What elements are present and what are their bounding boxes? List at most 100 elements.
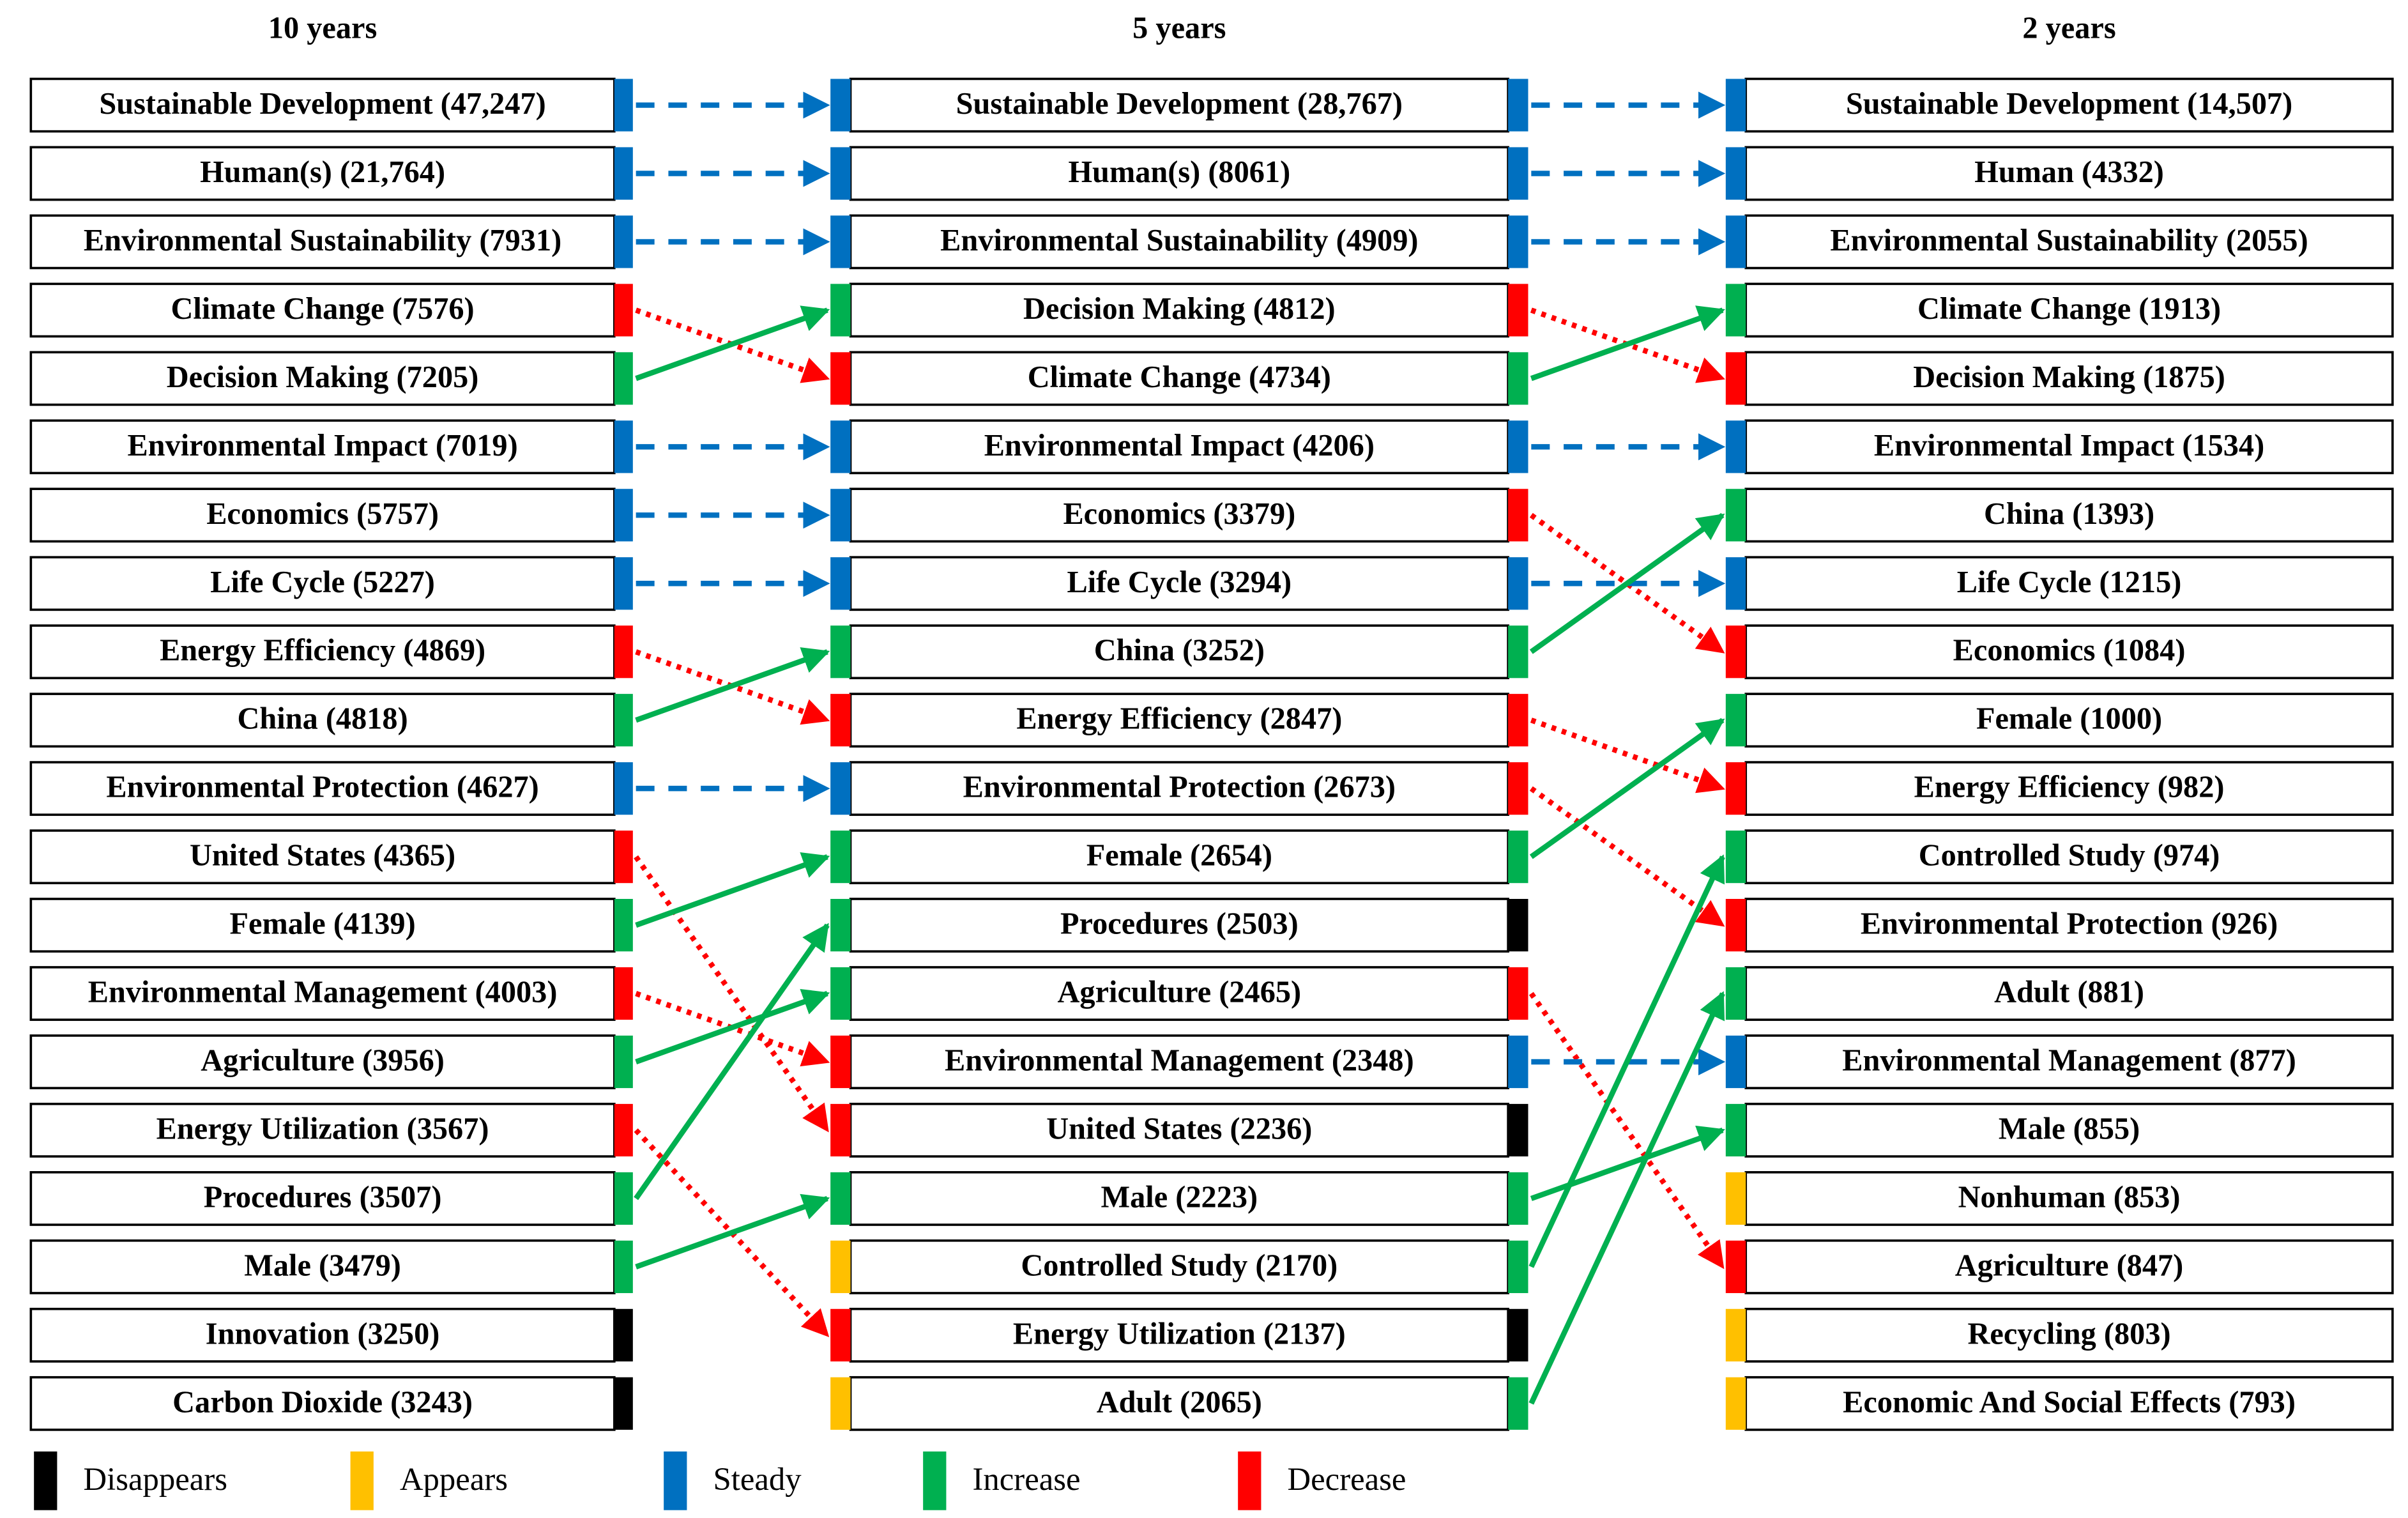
status-marker	[830, 1103, 851, 1157]
status-marker	[1508, 1035, 1528, 1089]
status-marker	[614, 967, 633, 1020]
status-marker	[1725, 284, 1746, 337]
keyword-label: Economic And Social Effects (793)	[1843, 1385, 2296, 1419]
status-marker	[830, 762, 851, 815]
keyword-label: Life Cycle (5227)	[210, 565, 435, 599]
status-marker	[1725, 1103, 1746, 1157]
status-marker	[830, 694, 851, 747]
status-marker	[1725, 557, 1746, 610]
link-arrow	[635, 647, 830, 723]
keyword-box	[849, 146, 1509, 201]
status-marker	[830, 1377, 851, 1430]
keyword-label: Climate Change (1913)	[1917, 292, 2221, 326]
keyword-box	[1744, 1239, 2394, 1294]
status-marker	[614, 1377, 633, 1430]
keyword-box	[849, 761, 1509, 816]
keyword-box	[29, 1376, 616, 1431]
keyword-box	[1744, 146, 2394, 201]
status-marker	[1508, 967, 1528, 1020]
status-marker	[1725, 831, 1746, 884]
status-marker	[1725, 967, 1746, 1020]
keyword-box	[849, 556, 1509, 611]
keyword-box	[29, 898, 616, 953]
status-marker	[1508, 420, 1528, 473]
keyword-box	[29, 146, 616, 201]
legend-label: Increase	[973, 1461, 1081, 1497]
status-marker	[614, 762, 633, 815]
keyword-box	[29, 966, 616, 1021]
keyword-box	[1744, 214, 2394, 270]
status-marker	[614, 352, 633, 405]
keyword-label: Nonhuman (853)	[1958, 1180, 2181, 1214]
keyword-box	[29, 693, 616, 748]
keyword-label: Life Cycle (3294)	[1067, 565, 1292, 599]
keyword-label: Energy Utilization (3567)	[156, 1112, 489, 1146]
link-arrow	[635, 988, 830, 1064]
keyword-box	[1744, 419, 2394, 475]
link-arrow	[1528, 854, 1725, 1268]
status-marker	[1508, 284, 1528, 337]
keyword-box	[1744, 761, 2394, 816]
status-marker	[830, 215, 851, 268]
keyword-label: Energy Utilization (2137)	[1013, 1317, 1346, 1351]
keyword-box	[849, 1239, 1509, 1294]
keyword-box	[29, 829, 616, 885]
status-marker	[830, 1035, 851, 1089]
keyword-label: Procedures (3507)	[204, 1180, 442, 1214]
keyword-label: Sustainable Development (47,247)	[99, 87, 545, 121]
keyword-label: Economics (5757)	[206, 497, 439, 531]
keyword-label: Environmental Protection (2673)	[963, 770, 1396, 804]
keyword-box	[1744, 556, 2394, 611]
status-marker	[614, 1172, 633, 1225]
status-marker	[614, 420, 633, 473]
keyword-label: Male (855)	[1999, 1112, 2140, 1146]
keyword-label: Recycling (803)	[1968, 1317, 2171, 1351]
keyword-label: Environmental Management (877)	[1842, 1044, 2296, 1078]
keyword-box	[1744, 624, 2394, 680]
status-marker	[830, 1308, 851, 1361]
status-marker	[1508, 694, 1528, 747]
status-marker	[1508, 79, 1528, 132]
keyword-label: Decision Making (4812)	[1023, 292, 1336, 326]
link-arrow	[1529, 512, 1725, 654]
keyword-box	[29, 1171, 616, 1226]
keyword-box	[849, 1171, 1509, 1226]
keyword-box	[1744, 829, 2394, 885]
status-marker	[1725, 1035, 1746, 1089]
link-arrow	[634, 923, 830, 1200]
status-marker	[1508, 1103, 1528, 1157]
status-marker	[830, 1172, 851, 1225]
link-arrow	[635, 1193, 830, 1269]
keyword-label: Male (2223)	[1101, 1180, 1258, 1214]
status-marker	[1508, 489, 1528, 542]
status-marker	[1508, 352, 1528, 405]
keyword-label: United States (2236)	[1046, 1112, 1312, 1146]
legend-swatch	[350, 1451, 374, 1510]
status-marker	[1508, 625, 1528, 678]
status-marker	[614, 1103, 633, 1157]
keyword-label: Economics (1084)	[1953, 634, 2186, 668]
keyword-box	[29, 556, 616, 611]
status-marker	[1508, 1172, 1528, 1225]
link-arrow	[635, 852, 830, 928]
status-marker	[614, 898, 633, 952]
status-marker	[614, 1308, 633, 1361]
keyword-label: Agriculture (2465)	[1058, 976, 1302, 1009]
keyword-box	[849, 693, 1509, 748]
keyword-label: Adult (2065)	[1097, 1385, 1262, 1419]
status-marker	[1508, 898, 1528, 952]
status-marker	[830, 625, 851, 678]
keyword-box	[1744, 1034, 2394, 1089]
keyword-label: Sustainable Development (28,767)	[956, 87, 1403, 121]
status-marker	[830, 831, 851, 884]
keyword-label: Energy Efficiency (982)	[1914, 770, 2225, 804]
status-marker	[830, 284, 851, 337]
legend-label: Appears	[400, 1461, 508, 1497]
keyword-label: Environmental Management (2348)	[945, 1044, 1414, 1078]
keyword-box	[29, 77, 616, 133]
keyword-label: Sustainable Development (14,507)	[1846, 87, 2292, 121]
keyword-box	[29, 624, 616, 680]
keyword-box	[1744, 966, 2394, 1021]
column-title: 5 years	[1132, 12, 1226, 45]
status-marker	[1725, 898, 1746, 952]
